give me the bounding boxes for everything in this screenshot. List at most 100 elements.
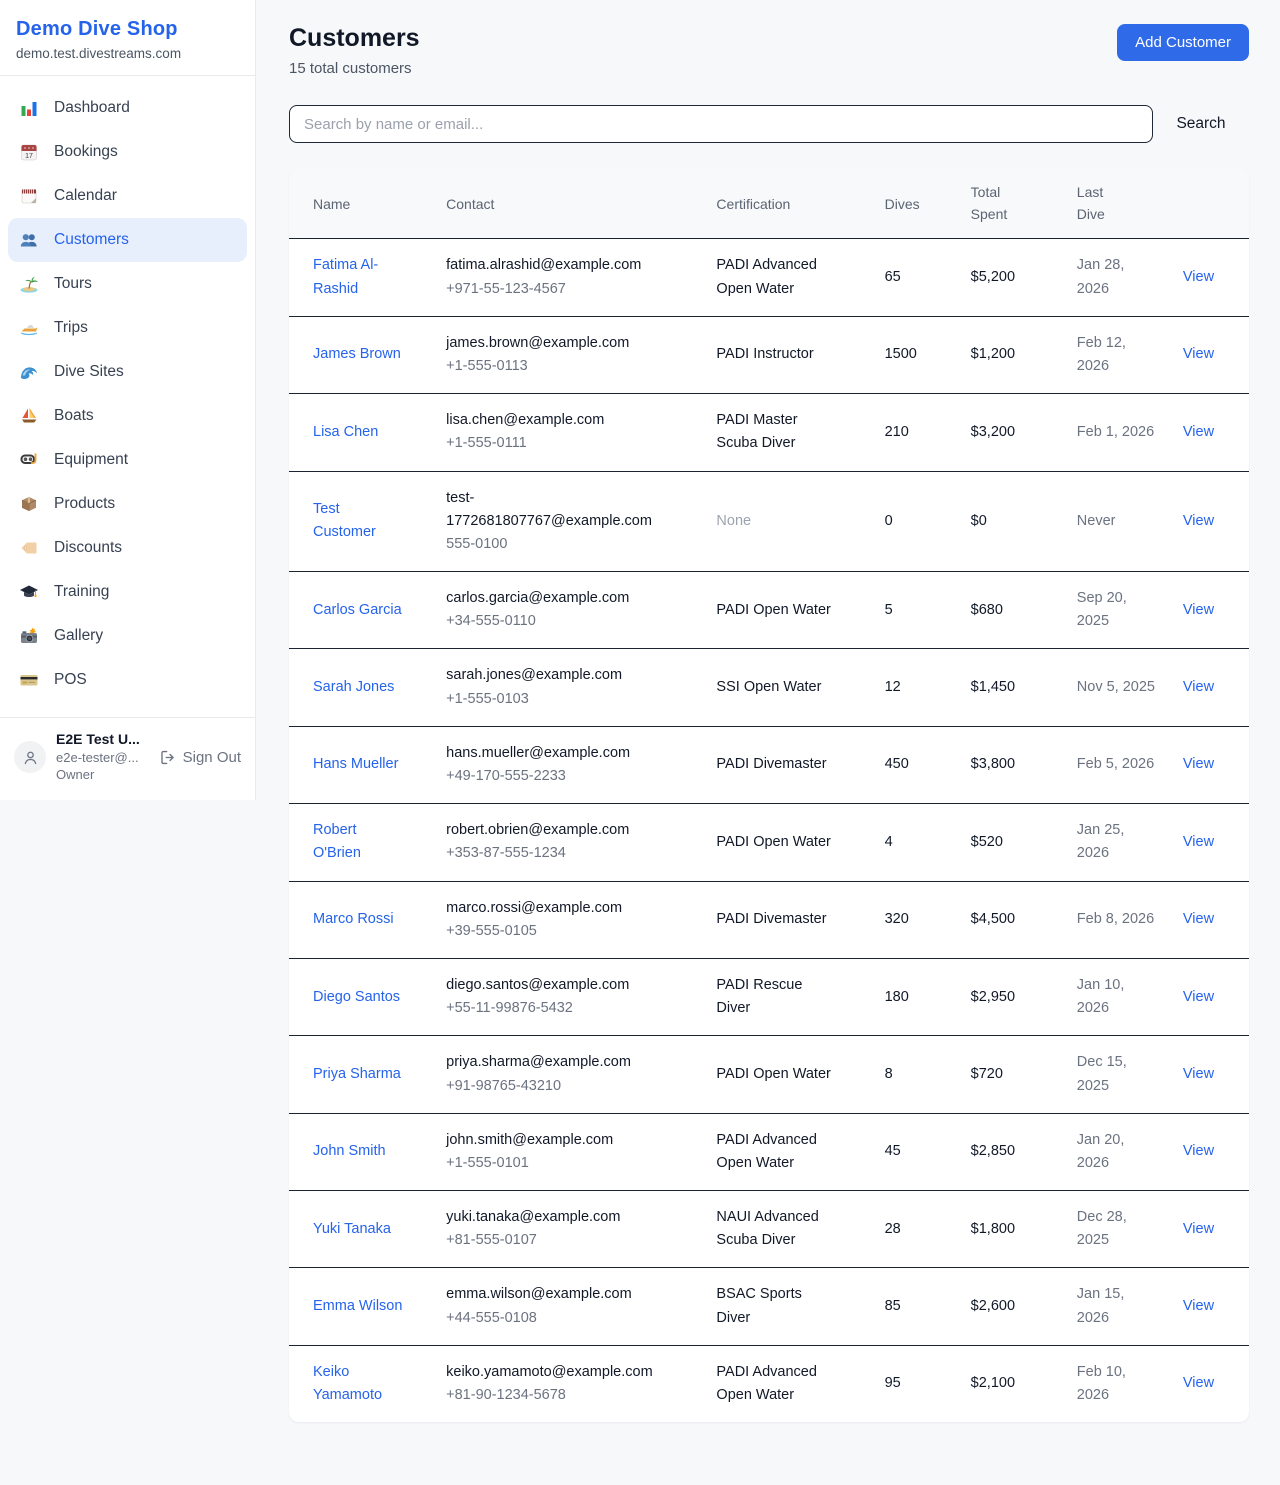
customer-total-spent: $3,800 bbox=[970, 756, 1016, 773]
nav-label: Training bbox=[54, 583, 110, 600]
customer-name-link[interactable]: Robert O'Brien bbox=[313, 822, 361, 862]
view-customer-link[interactable]: View bbox=[1182, 911, 1215, 928]
customer-email: james.brown@example.com bbox=[446, 334, 630, 351]
customer-last-dive: Feb 1, 2026 bbox=[1076, 423, 1155, 440]
customer-name-link[interactable]: Fatima Al-Rashid bbox=[313, 257, 379, 297]
col-header-certification: Certification bbox=[704, 169, 873, 240]
customer-total-spent: $0 bbox=[970, 512, 987, 529]
view-customer-link[interactable]: View bbox=[1182, 423, 1215, 440]
customer-dives: 1500 bbox=[884, 346, 917, 363]
sidebar-item-boats[interactable]: Boats bbox=[8, 394, 247, 438]
view-customer-link[interactable]: View bbox=[1182, 1375, 1215, 1392]
view-customer-link[interactable]: View bbox=[1182, 346, 1215, 363]
customer-email: fatima.alrashid@example.com bbox=[446, 257, 642, 274]
customer-certification: None bbox=[716, 512, 752, 529]
user-role: Owner bbox=[56, 767, 95, 783]
customer-name-link[interactable]: Test Customer bbox=[313, 501, 376, 541]
customer-dives: 65 bbox=[884, 268, 901, 285]
table-row: Priya Sharma priya.sharma@example.com +9… bbox=[289, 1036, 1249, 1114]
table-row: Carlos Garcia carlos.garcia@example.com … bbox=[289, 572, 1249, 649]
customer-phone: +39-555-0105 bbox=[446, 922, 537, 939]
customer-name-link[interactable]: Diego Santos bbox=[313, 988, 401, 1005]
nav-label: Customers bbox=[54, 231, 129, 248]
customer-name-link[interactable]: James Brown bbox=[313, 346, 401, 363]
view-customer-link[interactable]: View bbox=[1182, 1143, 1215, 1160]
sidebar-item-customers[interactable]: Customers bbox=[8, 218, 247, 262]
view-customer-link[interactable]: View bbox=[1182, 601, 1215, 618]
customer-name-link[interactable]: Hans Mueller bbox=[313, 756, 399, 773]
view-customer-link[interactable]: View bbox=[1182, 756, 1215, 773]
customer-email: sarah.jones@example.com bbox=[446, 667, 623, 684]
shop-header: Demo Dive Shop demo.test.divestreams.com bbox=[0, 0, 255, 76]
customer-certification: PADI Open Water bbox=[716, 833, 831, 850]
search-button[interactable]: Search bbox=[1153, 115, 1249, 133]
sidebar-item-gallery[interactable]: Gallery bbox=[8, 614, 247, 658]
customer-email: hans.mueller@example.com bbox=[446, 744, 631, 761]
customer-last-dive: Jan 28, 2026 bbox=[1076, 257, 1125, 297]
view-customer-link[interactable]: View bbox=[1182, 1220, 1215, 1237]
customer-phone: +49-170-555-2233 bbox=[446, 768, 566, 784]
customer-name-link[interactable]: Carlos Garcia bbox=[313, 601, 402, 618]
nav-label: Trips bbox=[54, 319, 88, 336]
sidebar-item-trips[interactable]: Trips bbox=[8, 306, 247, 350]
sidebar-item-dive-sites[interactable]: Dive Sites bbox=[8, 350, 247, 394]
customer-dives: 4 bbox=[884, 833, 893, 850]
customer-name-link[interactable]: Priya Sharma bbox=[313, 1065, 401, 1082]
customer-total-spent: $2,600 bbox=[970, 1298, 1016, 1315]
sidebar-item-bookings[interactable]: 17 Bookings bbox=[8, 130, 247, 174]
customer-last-dive: Feb 5, 2026 bbox=[1076, 756, 1155, 773]
customer-certification: BSAC Sports Diver bbox=[716, 1286, 802, 1326]
view-customer-link[interactable]: View bbox=[1182, 679, 1215, 696]
sidebar-item-calendar[interactable]: Calendar bbox=[8, 174, 247, 218]
customer-email: marco.rossi@example.com bbox=[446, 899, 623, 916]
sidebar-item-products[interactable]: Products bbox=[8, 482, 247, 526]
credit-card-icon bbox=[18, 669, 40, 691]
view-customer-link[interactable]: View bbox=[1182, 512, 1215, 529]
table-row: Test Customer test-1772681807767@example… bbox=[289, 471, 1249, 572]
table-header-row: Name Contact Certification Dives Total S… bbox=[289, 169, 1249, 240]
sidebar-item-pos[interactable]: POS bbox=[8, 658, 247, 702]
customer-dives: 320 bbox=[884, 911, 909, 928]
customer-certification: PADI Open Water bbox=[716, 601, 831, 618]
customer-email: test-1772681807767@example.com bbox=[446, 489, 652, 529]
customer-name-link[interactable]: John Smith bbox=[313, 1143, 386, 1160]
nav-label: Equipment bbox=[54, 451, 129, 468]
view-customer-link[interactable]: View bbox=[1182, 1298, 1215, 1315]
customer-dives: 0 bbox=[884, 512, 893, 529]
customers-table-card: Name Contact Certification Dives Total S… bbox=[289, 169, 1249, 1423]
customer-total-spent: $2,950 bbox=[970, 988, 1016, 1005]
customer-last-dive: Dec 15, 2025 bbox=[1076, 1054, 1127, 1094]
customer-dives: 28 bbox=[884, 1220, 901, 1237]
sign-out-button[interactable]: Sign Out bbox=[159, 749, 241, 766]
add-customer-button[interactable]: Add Customer bbox=[1117, 24, 1249, 61]
sidebar-item-discounts[interactable]: Discounts bbox=[8, 526, 247, 570]
customer-name-link[interactable]: Emma Wilson bbox=[313, 1298, 403, 1315]
table-row: Yuki Tanaka yuki.tanaka@example.com +81-… bbox=[289, 1191, 1249, 1268]
sidebar-item-dashboard[interactable]: Dashboard bbox=[8, 86, 247, 130]
view-customer-link[interactable]: View bbox=[1182, 1065, 1215, 1082]
sidebar: Demo Dive Shop demo.test.divestreams.com… bbox=[0, 0, 256, 800]
view-customer-link[interactable]: View bbox=[1182, 988, 1215, 1005]
customer-certification: PADI Advanced Open Water bbox=[716, 1131, 817, 1171]
view-customer-link[interactable]: View bbox=[1182, 268, 1215, 285]
col-header-actions bbox=[1170, 169, 1249, 240]
customer-name-link[interactable]: Sarah Jones bbox=[313, 679, 395, 696]
customer-name-link[interactable]: Marco Rossi bbox=[313, 911, 394, 928]
table-row: Robert O'Brien robert.obrien@example.com… bbox=[289, 804, 1249, 882]
customer-email: yuki.tanaka@example.com bbox=[446, 1209, 621, 1226]
customer-email: carlos.garcia@example.com bbox=[446, 590, 630, 607]
graduation-cap-icon bbox=[18, 581, 40, 603]
desert-island-icon bbox=[18, 273, 40, 295]
customer-dives: 450 bbox=[884, 756, 909, 773]
view-customer-link[interactable]: View bbox=[1182, 833, 1215, 850]
customer-name-link[interactable]: Yuki Tanaka bbox=[313, 1220, 391, 1237]
sidebar-item-tours[interactable]: Tours bbox=[8, 262, 247, 306]
customer-name-link[interactable]: Lisa Chen bbox=[313, 423, 379, 440]
customer-phone: +81-90-1234-5678 bbox=[446, 1387, 566, 1403]
sidebar-item-training[interactable]: Training bbox=[8, 570, 247, 614]
customer-name-link[interactable]: Keiko Yamamoto bbox=[313, 1363, 383, 1403]
search-input[interactable] bbox=[289, 105, 1153, 143]
speedboat-icon bbox=[18, 317, 40, 339]
customer-certification: PADI Divemaster bbox=[716, 911, 827, 928]
sidebar-item-equipment[interactable]: Equipment bbox=[8, 438, 247, 482]
